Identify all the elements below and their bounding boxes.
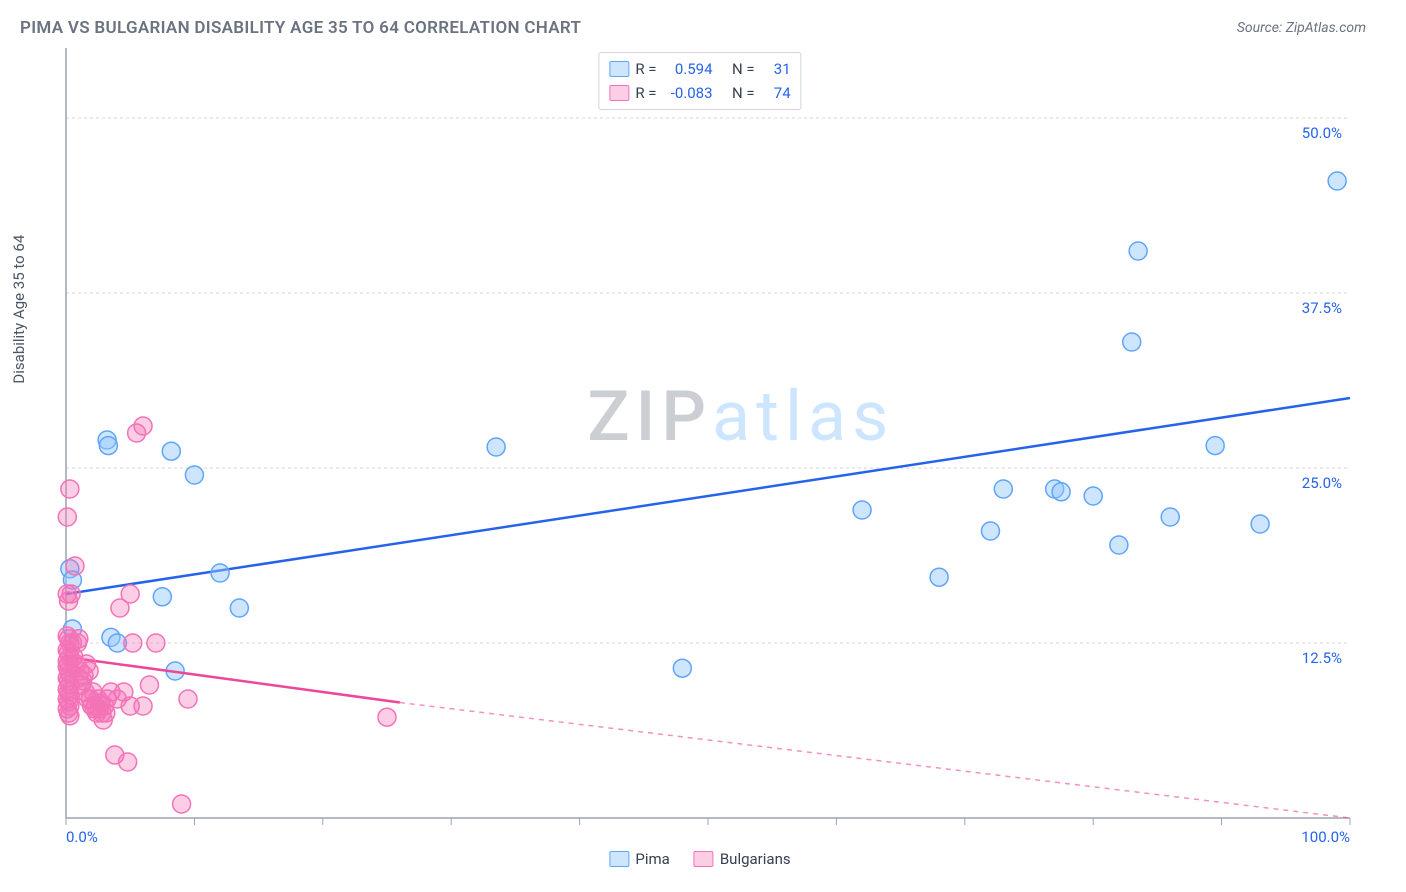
- svg-text:25.0%: 25.0%: [1302, 474, 1342, 492]
- legend-row-pima: R = 0.594 N = 31: [609, 57, 790, 81]
- data-point: [185, 466, 203, 484]
- y-axis-label: Disability Age 35 to 64: [10, 235, 28, 384]
- data-point: [853, 501, 871, 519]
- data-point: [211, 564, 229, 582]
- data-point: [62, 585, 80, 603]
- n-value: 31: [761, 57, 791, 81]
- data-point: [1161, 508, 1179, 526]
- data-point: [61, 707, 79, 725]
- n-value: 74: [761, 81, 791, 105]
- swatch-icon: [609, 851, 629, 867]
- data-point: [994, 480, 1012, 498]
- data-point: [124, 634, 142, 652]
- legend-item-pima[interactable]: Pima: [609, 850, 669, 868]
- legend-item-bulgarians[interactable]: Bulgarians: [694, 850, 791, 868]
- data-point: [981, 522, 999, 540]
- data-point: [134, 417, 152, 435]
- data-point: [61, 480, 79, 498]
- data-point: [487, 438, 505, 456]
- data-point: [58, 508, 76, 526]
- swatch-icon: [609, 85, 629, 101]
- data-point: [1206, 437, 1224, 455]
- data-point: [121, 585, 139, 603]
- r-value: -0.083: [663, 81, 713, 105]
- data-point: [173, 795, 191, 813]
- series-name: Bulgarians: [720, 850, 791, 868]
- data-point: [179, 690, 197, 708]
- svg-text:37.5%: 37.5%: [1302, 299, 1342, 317]
- data-point: [66, 557, 84, 575]
- series-name: Pima: [635, 850, 669, 868]
- data-point: [162, 442, 180, 460]
- data-point: [1328, 172, 1346, 190]
- legend-row-bulgarians: R = -0.083 N = 74: [609, 81, 790, 105]
- data-point: [930, 568, 948, 586]
- data-point: [1129, 242, 1147, 260]
- data-point: [1052, 483, 1070, 501]
- r-label: R =: [635, 57, 656, 81]
- data-point: [70, 630, 88, 648]
- data-point: [1110, 536, 1128, 554]
- r-label: R =: [635, 81, 656, 105]
- chart-title: PIMA VS BULGARIAN DISABILITY AGE 35 TO 6…: [20, 18, 581, 38]
- svg-text:12.5%: 12.5%: [1302, 649, 1342, 667]
- data-point: [153, 588, 171, 606]
- data-point: [378, 708, 396, 726]
- data-point: [99, 437, 117, 455]
- svg-text:0.0%: 0.0%: [66, 828, 98, 846]
- data-point: [140, 676, 158, 694]
- data-point: [134, 697, 152, 715]
- correlation-legend: R = 0.594 N = 31 R = -0.083 N = 74: [598, 52, 801, 110]
- r-value: 0.594: [663, 57, 713, 81]
- data-point: [1123, 333, 1141, 351]
- data-point: [80, 662, 98, 680]
- chart-area: Disability Age 35 to 64 12.5%25.0%37.5%5…: [20, 48, 1380, 868]
- data-point: [1251, 515, 1269, 533]
- n-label: N =: [732, 57, 755, 81]
- data-point: [1084, 487, 1102, 505]
- swatch-icon: [694, 851, 714, 867]
- data-point: [147, 634, 165, 652]
- svg-text:50.0%: 50.0%: [1302, 124, 1342, 142]
- swatch-icon: [609, 61, 629, 77]
- data-point: [230, 599, 248, 617]
- data-point: [673, 659, 691, 677]
- data-point: [119, 753, 137, 771]
- scatter-plot-svg: 12.5% 25.0% 37.5% 50.0% 0.0% 100.0%: [20, 48, 1380, 848]
- n-label: N =: [732, 81, 755, 105]
- series-legend: Pima Bulgarians: [609, 850, 790, 868]
- svg-text:100.0%: 100.0%: [1301, 828, 1350, 846]
- source-label: Source: ZipAtlas.com: [1237, 20, 1366, 36]
